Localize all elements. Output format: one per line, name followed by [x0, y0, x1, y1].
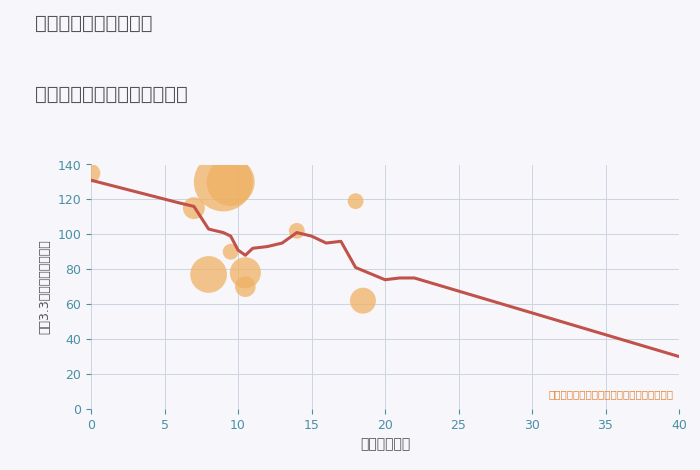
Text: 兵庫県姫路市久保町の: 兵庫県姫路市久保町の [35, 14, 153, 33]
Point [358, 297, 369, 305]
Point [203, 271, 214, 278]
Point [239, 283, 251, 290]
Point [225, 248, 237, 256]
Point [85, 170, 97, 177]
Point [188, 204, 199, 212]
Point [239, 269, 251, 276]
Point [291, 227, 302, 235]
Point [225, 178, 237, 186]
Y-axis label: 坪（3.3㎡）単価（万円）: 坪（3.3㎡）単価（万円） [38, 239, 52, 334]
X-axis label: 築年数（年）: 築年数（年） [360, 437, 410, 451]
Point [350, 197, 361, 205]
Text: 築年数別中古マンション価格: 築年数別中古マンション価格 [35, 85, 188, 103]
Point [218, 178, 229, 186]
Text: 円の大きさは、取引のあった物件面積を示す: 円の大きさは、取引のあった物件面積を示す [548, 389, 673, 399]
